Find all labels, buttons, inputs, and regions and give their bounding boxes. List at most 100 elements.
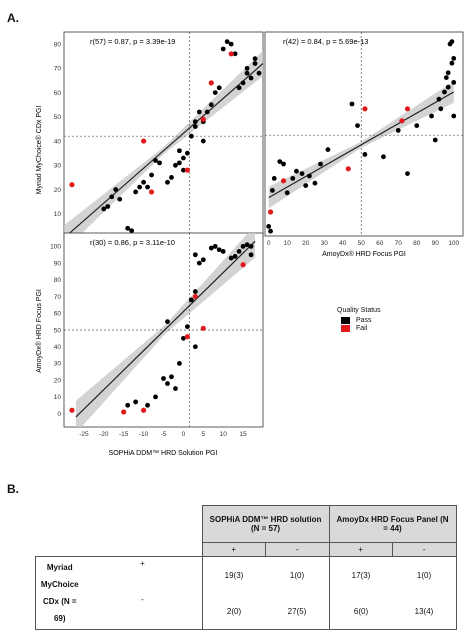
data-point-pass	[432, 137, 438, 143]
data-point-fail	[280, 178, 287, 184]
data-point-pass	[192, 289, 198, 294]
table-cell: 2(0)	[201, 593, 266, 630]
panel-a-label: A.	[7, 11, 19, 25]
data-point-pass	[405, 171, 410, 177]
data-point-pass	[192, 252, 198, 258]
data-point-pass	[277, 159, 283, 165]
scatter-plot-2: 0 10 20 30 40 50 60 70 80 90 100 r(42) = 0.84, p =…	[264, 31, 464, 258]
data-point-pass	[270, 188, 275, 193]
data-point-pass	[240, 243, 246, 249]
table-cell: 6(0)	[328, 593, 393, 630]
data-point-pass	[312, 180, 318, 186]
y-tick-label: 70	[54, 66, 62, 73]
plot2-x-ticks: 0 10 20 30 40 50 60 70 80 90 100	[267, 240, 460, 247]
x-tick-label: 100	[448, 240, 459, 247]
data-point-pass	[181, 335, 186, 341]
table-cell: 13(4)	[392, 593, 457, 630]
y-tick-label: 90	[54, 260, 62, 267]
data-point-pass	[451, 80, 457, 85]
data-point-pass	[212, 243, 218, 249]
data-point-pass	[196, 109, 202, 115]
x-tick-label: -15	[119, 431, 129, 438]
data-point-pass	[318, 161, 323, 167]
data-point-pass	[165, 179, 170, 185]
y-tick-label: 70	[54, 294, 62, 301]
data-point-fail	[200, 325, 206, 331]
plot2-points	[266, 39, 457, 234]
data-point-pass	[184, 150, 190, 156]
data-point-pass	[395, 128, 401, 133]
table-header-amoydx: AmoyDx HRD Focus Panel (N = 44)	[328, 505, 457, 543]
plot3-fit-line	[75, 240, 256, 418]
data-point-pass	[105, 204, 111, 209]
data-point-fail	[362, 106, 368, 112]
data-point-pass	[349, 101, 355, 107]
data-point-pass	[133, 399, 139, 405]
data-point-fail	[121, 409, 127, 415]
data-point-pass	[188, 133, 194, 139]
data-point-pass	[248, 252, 254, 258]
data-point-pass	[248, 75, 254, 81]
data-point-pass	[204, 109, 210, 115]
data-point-pass	[137, 184, 143, 190]
data-point-pass	[212, 90, 218, 95]
data-point-fail	[184, 334, 190, 340]
x-tick-label: 15	[239, 431, 247, 438]
data-point-pass	[117, 196, 123, 202]
x-tick-label: 10	[220, 431, 228, 438]
data-point-pass	[165, 319, 170, 325]
table-amoy-plus: +	[328, 542, 393, 557]
y-tick-label: 40	[54, 344, 62, 351]
legend: Quality Status Pass Fail	[337, 307, 381, 333]
data-point-pass	[145, 402, 150, 408]
data-point-fail	[404, 106, 411, 112]
plot2-annotation: r(42) = 0.84, p = 5.69e-13	[283, 37, 368, 46]
data-point-pass	[449, 39, 455, 44]
panel-b-label: B.	[7, 482, 19, 496]
data-point-fail	[141, 407, 147, 413]
data-point-pass	[442, 89, 447, 95]
plot1-y-ticks: 10 20 30 40 50 60 70 80	[54, 41, 62, 218]
plot3-annotation: r(30) = 0.86, p = 3.11e-10	[90, 238, 175, 247]
y-tick-label: 60	[54, 311, 62, 318]
x-tick-label: -5	[161, 431, 167, 438]
data-point-pass	[381, 154, 386, 160]
data-point-fail	[69, 182, 75, 188]
data-point-pass	[355, 123, 360, 128]
data-point-fail	[141, 138, 147, 144]
data-point-pass	[192, 124, 198, 129]
table-cell: 27(5)	[287, 606, 307, 616]
plot1-annotation: r(57) = 0.87, p = 3.39e-19	[90, 37, 175, 46]
data-point-pass	[220, 46, 226, 52]
x-tick-label: 30	[321, 240, 329, 247]
y-tick-label: 10	[54, 394, 62, 401]
data-point-pass	[188, 297, 194, 303]
data-point-pass	[438, 106, 444, 112]
data-point-pass	[236, 85, 242, 91]
legend-item-pass: Pass	[341, 317, 381, 324]
data-point-pass	[325, 147, 331, 152]
x-tick-label: 90	[432, 240, 440, 247]
data-point-pass	[299, 171, 305, 177]
plot3-reference-lines	[64, 233, 263, 427]
regression-line	[75, 240, 256, 418]
y-tick-label: 20	[54, 377, 62, 384]
concordance-table: SOPHiA DDM™ HRD solution (N = 57) AmoyDx…	[35, 505, 457, 630]
data-point-pass	[436, 96, 442, 102]
legend-swatch-fail	[341, 325, 350, 332]
table-cell: 1(0)	[392, 556, 457, 593]
data-point-pass	[181, 155, 186, 161]
plot3-ylabel: AmoyDx® HRD Focus PGI	[35, 289, 43, 373]
table-amoy-minus: -	[392, 542, 457, 557]
data-point-pass	[169, 175, 174, 180]
table-cell: 17(3)	[328, 556, 393, 593]
data-point-pass	[266, 224, 272, 229]
data-point-pass	[192, 344, 198, 350]
legend-label-fail: Fail	[356, 325, 368, 332]
data-point-pass	[173, 162, 178, 168]
y-tick-label: 100	[50, 244, 61, 251]
x-tick-label: 40	[339, 240, 347, 247]
data-point-pass	[216, 85, 222, 91]
data-point-pass	[109, 194, 115, 200]
legend-item-fail: Fail	[341, 325, 381, 332]
